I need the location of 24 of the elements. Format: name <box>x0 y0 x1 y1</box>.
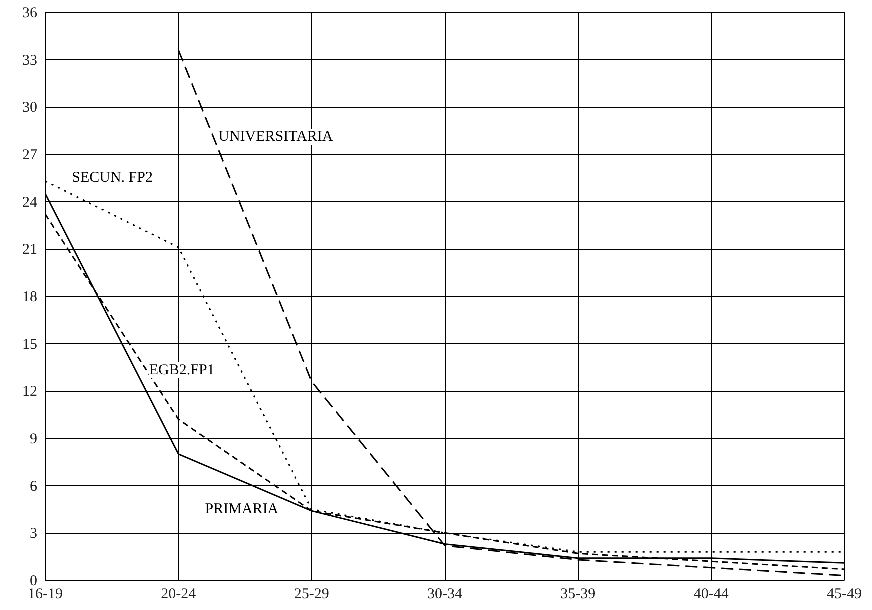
y-tick-label: 24 <box>22 194 38 211</box>
x-tick-label: 40-44 <box>694 586 730 602</box>
x-tick-label: 20-24 <box>161 586 197 602</box>
y-tick-label: 15 <box>22 336 38 353</box>
series-label: SECUN. FP2 <box>72 170 153 186</box>
y-tick-label: 6 <box>30 478 38 495</box>
x-tick-label: 16-19 <box>28 586 63 602</box>
series-label: UNIVERSITARIA <box>218 129 334 146</box>
y-tick-label: 12 <box>22 384 38 400</box>
x-tick-label: 25-29 <box>294 586 330 602</box>
y-tick-label: 18 <box>22 290 38 306</box>
x-tick-label: 35-39 <box>560 586 596 602</box>
y-tick-label: 0 <box>30 574 38 590</box>
y-tick-label: 30 <box>22 100 38 116</box>
x-tick-label: 45-49 <box>827 586 862 602</box>
series-label: PRIMARIA <box>205 501 279 518</box>
y-tick-label: 21 <box>22 242 38 258</box>
x-tick-label: 30-34 <box>428 586 463 602</box>
series-label: EGB2.FP1 <box>149 362 215 379</box>
y-tick-label: 33 <box>22 52 38 69</box>
y-tick-label: 9 <box>30 432 38 448</box>
y-tick-label: 3 <box>30 526 38 542</box>
y-tick-label: 36 <box>22 6 38 22</box>
y-tick-label: 27 <box>22 148 38 164</box>
